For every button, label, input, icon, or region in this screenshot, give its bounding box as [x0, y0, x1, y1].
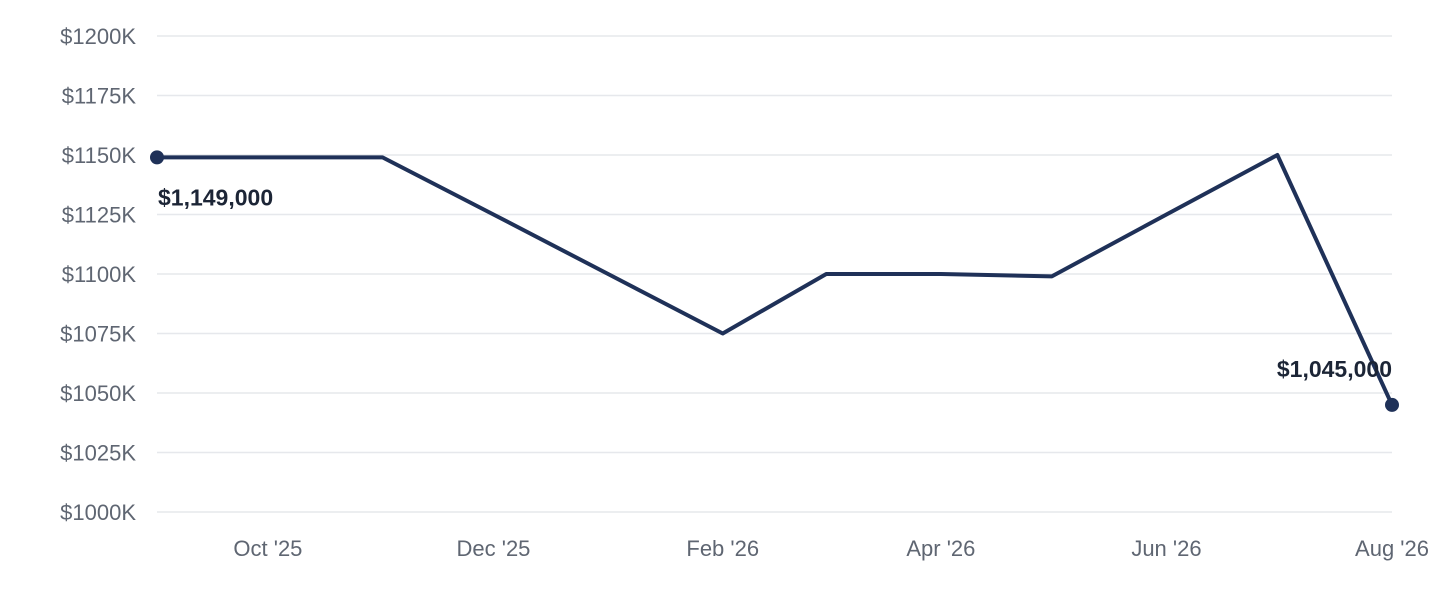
- x-tick-label: Dec '25: [457, 536, 531, 561]
- y-tick-label: $1175K: [62, 84, 137, 109]
- data-point-marker: [1385, 397, 1399, 412]
- data-labels: $1,149,000 $1,045,000: [158, 184, 1392, 382]
- y-tick-label: $1150K: [62, 143, 137, 168]
- y-tick-label: $1200K: [60, 24, 136, 49]
- series-layer: [155, 153, 1394, 407]
- data-point-marker: [150, 150, 164, 165]
- grid-lines: [157, 35, 1392, 513]
- x-axis-ticks: Oct '25 Dec '25 Feb '26 Apr '26 Jun '26 Aug '…: [233, 536, 1429, 561]
- data-label: $1,149,000: [158, 184, 273, 210]
- y-tick-label: $1125K: [62, 203, 137, 228]
- endpoint-markers: [150, 150, 1399, 412]
- y-tick-label: $1050K: [60, 381, 136, 406]
- data-label: $1,045,000: [1277, 356, 1392, 382]
- x-tick-label: Apr '26: [906, 536, 975, 561]
- y-tick-label: $1075K: [60, 322, 136, 347]
- y-tick-label: $1025K: [60, 441, 136, 466]
- x-tick-label: Aug '26: [1355, 536, 1429, 561]
- x-tick-label: Jun '26: [1131, 536, 1201, 561]
- y-tick-label: $1000K: [60, 500, 136, 525]
- series-line: [155, 153, 1394, 407]
- y-tick-label: $1100K: [62, 262, 137, 287]
- x-tick-label: Feb '26: [686, 536, 759, 561]
- y-axis-ticks: $1000K $1025K $1050K $1075K $1100K $1125K $115…: [60, 24, 136, 525]
- x-tick-label: Oct '25: [233, 536, 302, 561]
